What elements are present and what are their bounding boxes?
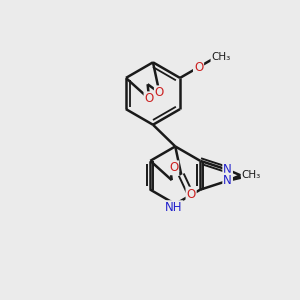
Text: CH₃: CH₃ — [212, 52, 231, 61]
Text: N: N — [223, 174, 232, 187]
Text: O: O — [145, 92, 154, 105]
Text: N: N — [223, 163, 232, 176]
Text: CH₃: CH₃ — [242, 170, 261, 180]
Text: O: O — [187, 188, 196, 201]
Text: O: O — [155, 86, 164, 99]
Text: O: O — [194, 61, 203, 74]
Text: NH: NH — [165, 201, 182, 214]
Text: O: O — [169, 161, 178, 174]
